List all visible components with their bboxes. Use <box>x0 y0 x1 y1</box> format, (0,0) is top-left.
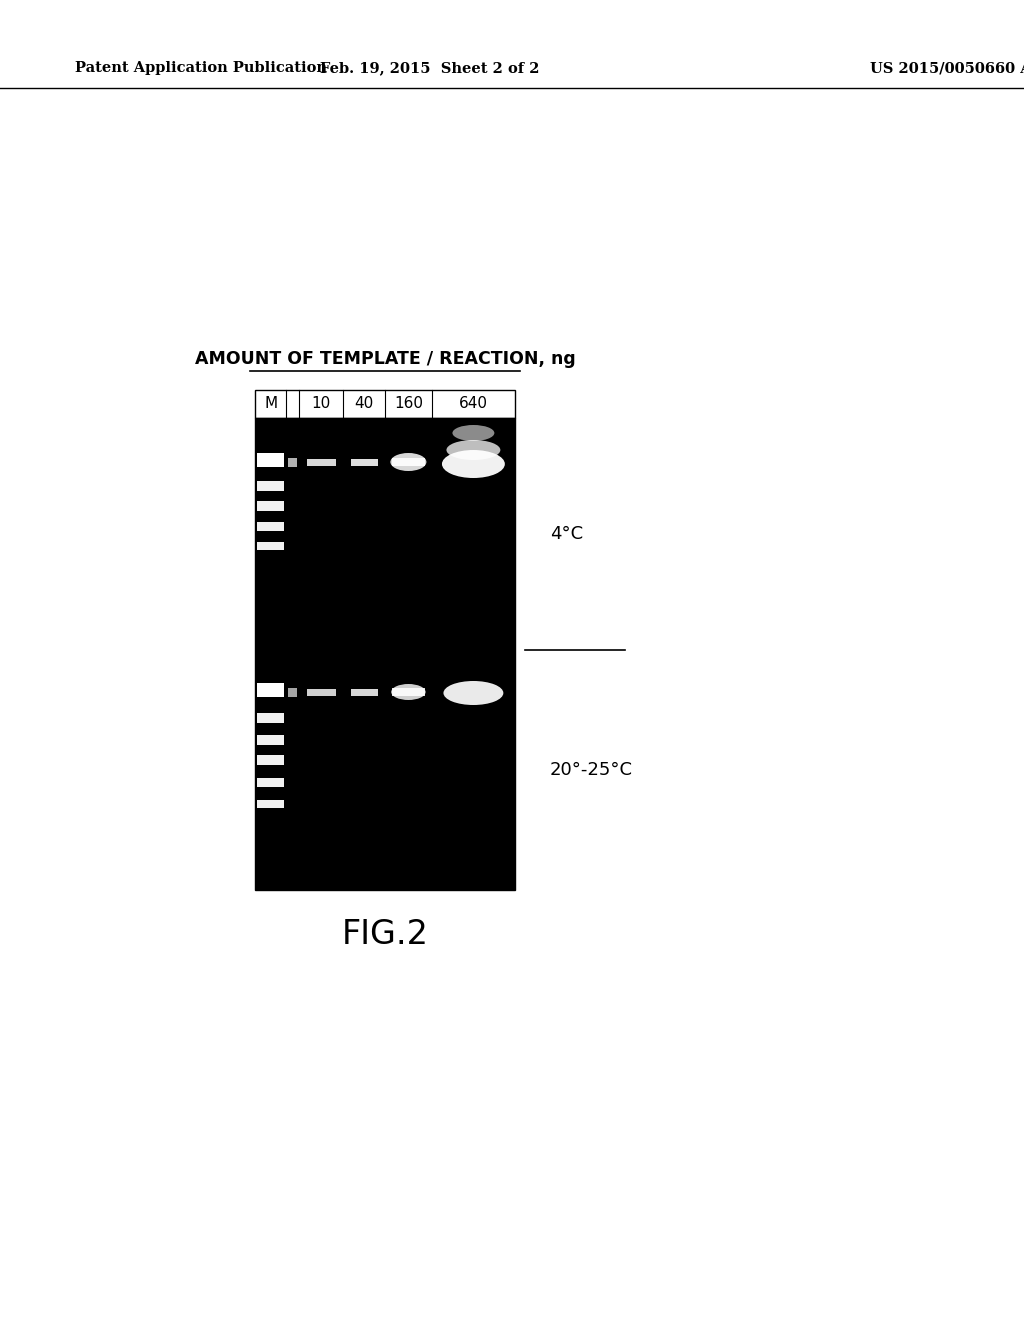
Bar <box>307 458 336 466</box>
Bar <box>257 543 284 550</box>
Bar <box>350 689 378 696</box>
Bar <box>307 689 336 696</box>
Text: 20°-25°C: 20°-25°C <box>550 762 633 779</box>
Text: 40: 40 <box>354 396 374 412</box>
Ellipse shape <box>446 440 501 459</box>
Bar <box>257 684 284 696</box>
Text: 10: 10 <box>311 396 331 412</box>
Bar <box>257 521 284 531</box>
Ellipse shape <box>390 453 426 471</box>
Bar <box>288 688 297 697</box>
Bar <box>257 735 284 744</box>
Text: AMOUNT OF TEMPLATE / REACTION, ng: AMOUNT OF TEMPLATE / REACTION, ng <box>195 350 575 368</box>
Bar <box>257 454 284 466</box>
Bar <box>257 453 284 467</box>
Bar <box>288 458 297 466</box>
Text: FIG.2: FIG.2 <box>341 919 428 952</box>
Bar <box>255 389 515 418</box>
Text: 640: 640 <box>459 396 487 412</box>
Bar <box>255 418 515 890</box>
Bar <box>392 458 425 466</box>
Text: US 2015/0050660 A1: US 2015/0050660 A1 <box>870 61 1024 75</box>
Text: M: M <box>264 396 278 412</box>
Text: 4°C: 4°C <box>550 525 583 543</box>
Bar <box>257 800 284 808</box>
Ellipse shape <box>443 681 504 705</box>
Bar <box>257 777 284 787</box>
Bar <box>257 480 284 491</box>
Bar <box>257 502 284 511</box>
Ellipse shape <box>453 425 495 441</box>
Bar <box>257 755 284 766</box>
Text: 160: 160 <box>394 396 423 412</box>
Ellipse shape <box>442 450 505 478</box>
Ellipse shape <box>391 684 426 700</box>
Bar <box>392 688 425 696</box>
Bar <box>257 713 284 723</box>
Text: Patent Application Publication: Patent Application Publication <box>75 61 327 75</box>
Bar <box>257 682 284 697</box>
Text: Feb. 19, 2015  Sheet 2 of 2: Feb. 19, 2015 Sheet 2 of 2 <box>321 61 540 75</box>
Bar <box>350 458 378 466</box>
